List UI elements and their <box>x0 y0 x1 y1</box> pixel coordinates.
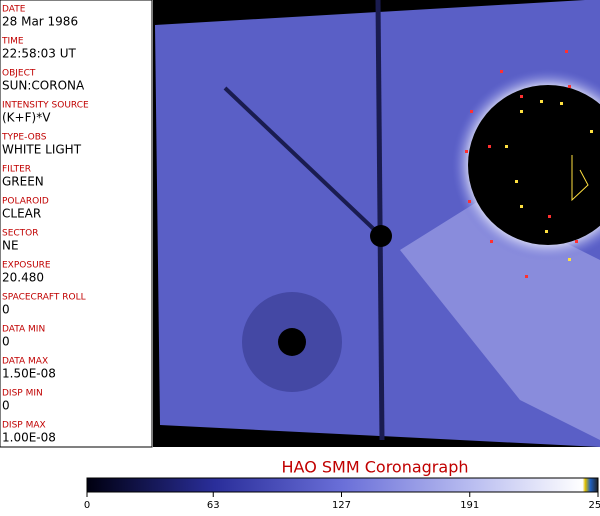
field-label: DATE <box>2 5 26 15</box>
field-value: WHITE LIGHT <box>2 143 82 157</box>
colorbar-tick-label: 63 <box>207 500 220 511</box>
field-label: TIME <box>1 37 24 47</box>
title: HAO SMM Coronagraph <box>282 458 469 477</box>
field-value: 0 <box>2 303 10 317</box>
ghost-center <box>278 328 306 356</box>
field-value: 20.480 <box>2 271 44 285</box>
colorbar-tick-label: 0 <box>84 500 90 511</box>
field-label: SECTOR <box>2 229 39 239</box>
colorbar-ticks: 0 63 127 191 255 <box>84 492 600 511</box>
grid-markers <box>505 100 593 261</box>
colorbar <box>86 477 599 493</box>
colorbar-tick-label: 127 <box>332 500 351 511</box>
blob <box>370 225 392 247</box>
field-value: 0 <box>2 399 10 413</box>
field-value: 1.50E-08 <box>2 367 56 381</box>
field-label: DISP MAX <box>2 421 46 431</box>
field-value: NE <box>2 239 19 253</box>
field-label: EXPOSURE <box>2 261 51 271</box>
field-value: (K+F)*V <box>2 111 51 125</box>
field-value: CLEAR <box>2 207 41 221</box>
field-label: DATA MIN <box>2 325 45 335</box>
coronagraph-image <box>153 0 600 447</box>
field-value: SUN:CORONA <box>2 79 85 93</box>
axis-glyph <box>571 155 589 202</box>
occulter <box>468 85 600 245</box>
field-value: 1.00E-08 <box>2 431 56 445</box>
field-label: DATA MAX <box>2 357 48 367</box>
sidebar-panel <box>0 0 153 448</box>
field-label: OBJECT <box>2 69 36 79</box>
field-label: SPACECRAFT ROLL <box>2 293 86 303</box>
field-value: 28 Mar 1986 <box>2 15 78 29</box>
field-value: 22:58:03 UT <box>2 47 76 61</box>
occulter-markers <box>465 50 578 278</box>
pylon <box>375 0 385 441</box>
field-value: GREEN <box>2 175 44 189</box>
field-label: POLAROID <box>2 197 49 207</box>
field-value: 0 <box>2 335 10 349</box>
field-label: TYPE-OBS <box>1 133 47 143</box>
colorbar-tick-label: 191 <box>460 500 479 511</box>
field-label: FILTER <box>2 165 31 175</box>
field-label: DISP MIN <box>2 389 43 399</box>
field-label: INTENSITY SOURCE <box>2 101 89 111</box>
colorbar-tick-label: 255 <box>588 500 600 511</box>
streak <box>223 86 382 237</box>
